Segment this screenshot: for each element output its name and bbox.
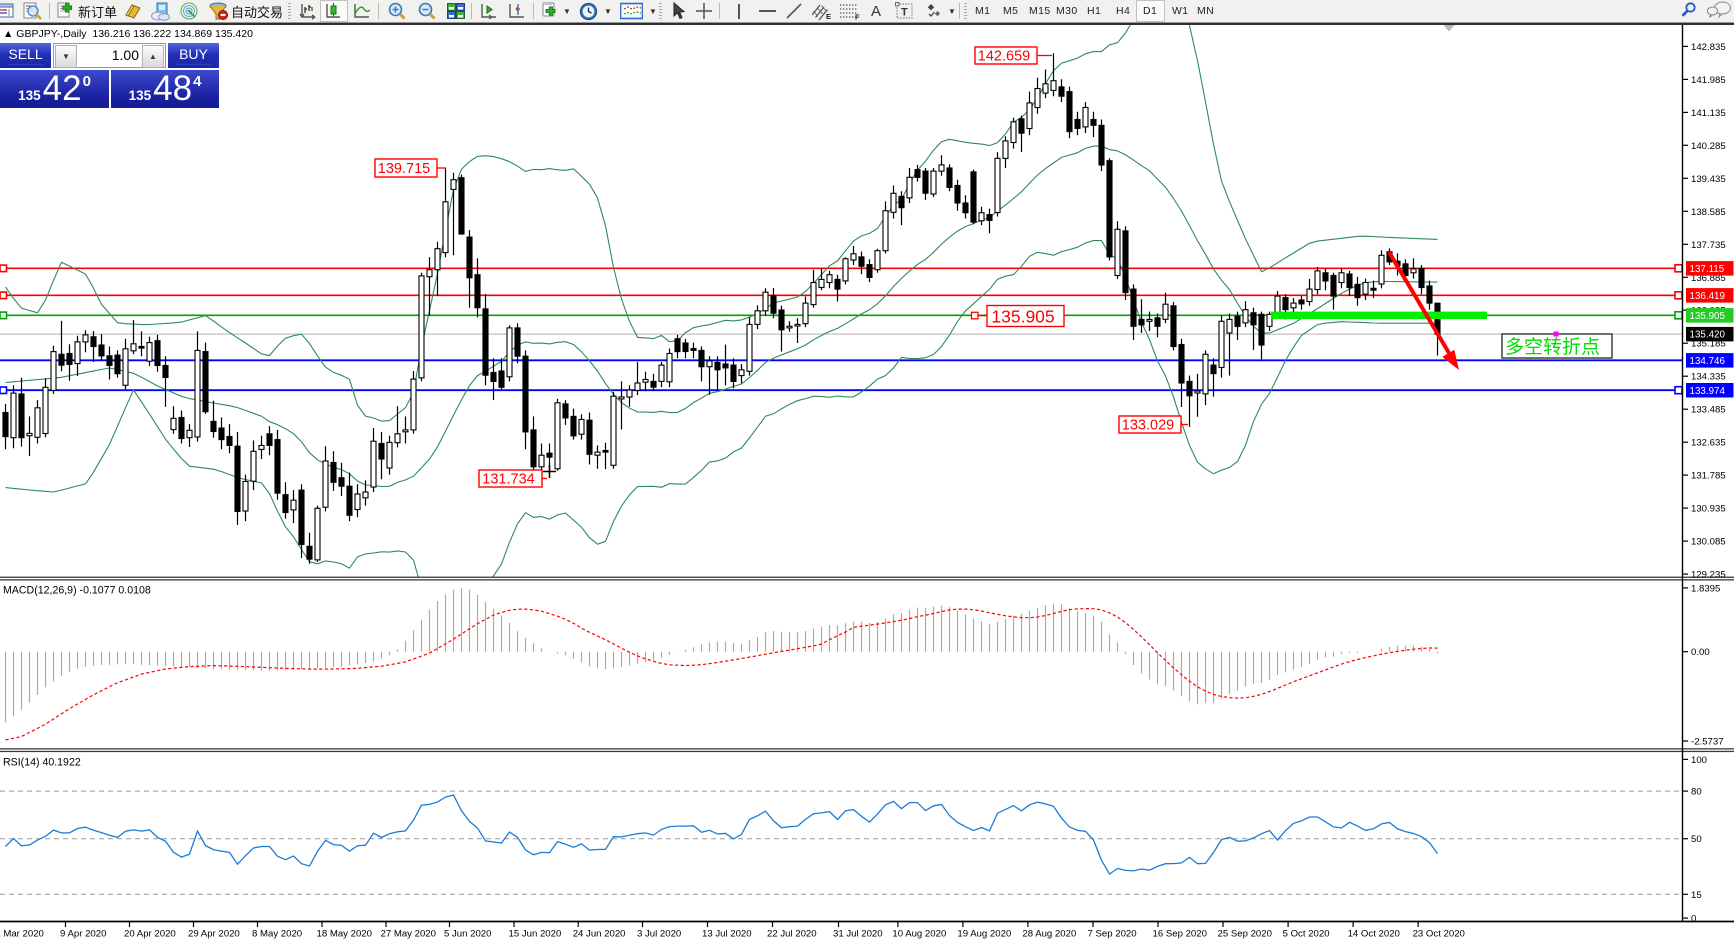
svg-text:133.485: 133.485 [1691,405,1726,416]
svg-text:3 Jul 2020: 3 Jul 2020 [637,929,681,940]
svg-text:130.935: 130.935 [1691,504,1726,515]
svg-text:140.285: 140.285 [1691,141,1726,152]
svg-text:141.985: 141.985 [1691,75,1726,86]
svg-text:136.419: 136.419 [1690,291,1725,302]
svg-text:135.905: 135.905 [991,306,1054,326]
svg-text:139.435: 139.435 [1691,174,1726,185]
svg-text:135.185: 135.185 [1691,339,1726,350]
svg-text:5 Oct 2020: 5 Oct 2020 [1283,929,1330,940]
svg-text:28 Aug 2020: 28 Aug 2020 [1022,929,1076,940]
svg-text:19 Aug 2020: 19 Aug 2020 [957,929,1011,940]
svg-text:F: F [855,13,860,22]
svg-text:133.974: 133.974 [1690,386,1726,397]
svg-text:139.715: 139.715 [378,161,430,177]
svg-text:13 Jul 2020: 13 Jul 2020 [702,929,752,940]
svg-text:25 Sep 2020: 25 Sep 2020 [1218,929,1272,940]
svg-text:0: 0 [1691,914,1696,925]
svg-text:142.835: 142.835 [1691,42,1726,53]
svg-text:MACD(12,26,9) -0.1077 0.0108: MACD(12,26,9) -0.1077 0.0108 [3,585,151,597]
svg-text:80: 80 [1691,787,1702,798]
svg-text:29 Apr 2020: 29 Apr 2020 [188,929,240,940]
svg-text:136.885: 136.885 [1691,273,1726,284]
svg-text:138.585: 138.585 [1691,207,1726,218]
svg-text:RSI(14) 40.1922: RSI(14) 40.1922 [3,757,81,769]
svg-text:16 Sep 2020: 16 Sep 2020 [1153,929,1207,940]
svg-text:31 Mar 2020: 31 Mar 2020 [0,929,44,940]
svg-text:31 Jul 2020: 31 Jul 2020 [833,929,883,940]
svg-text:50: 50 [1691,834,1702,845]
svg-text:15 Jun 2020: 15 Jun 2020 [509,929,562,940]
svg-text:137.115: 137.115 [1690,264,1725,275]
svg-text:E: E [826,12,831,21]
svg-text:22 Jul 2020: 22 Jul 2020 [767,929,817,940]
svg-text:18 May 2020: 18 May 2020 [317,929,372,940]
svg-text:133.029: 133.029 [1122,418,1174,434]
svg-text:137.735: 137.735 [1691,240,1726,251]
svg-text:1.8395: 1.8395 [1691,583,1720,594]
svg-text:141.135: 141.135 [1691,108,1726,119]
svg-text:多空转折点: 多空转折点 [1505,336,1600,358]
svg-text:131.785: 131.785 [1691,471,1726,482]
svg-text:20 Apr 2020: 20 Apr 2020 [124,929,176,940]
svg-text:24 Jun 2020: 24 Jun 2020 [573,929,626,940]
svg-text:135.905: 135.905 [1690,311,1726,322]
svg-text:134.335: 134.335 [1691,372,1726,383]
svg-text:0.00: 0.00 [1691,647,1710,658]
svg-text:7 Sep 2020: 7 Sep 2020 [1088,929,1137,940]
svg-text:9 Apr 2020: 9 Apr 2020 [60,929,106,940]
svg-text:23 Oct 2020: 23 Oct 2020 [1413,929,1465,940]
svg-text:27 May 2020: 27 May 2020 [381,929,436,940]
svg-text:142.659: 142.659 [978,49,1030,65]
svg-text:5 Jun 2020: 5 Jun 2020 [444,929,491,940]
svg-text:130.085: 130.085 [1691,537,1726,548]
svg-text:132.635: 132.635 [1691,438,1726,449]
svg-text:135.420: 135.420 [1690,330,1726,341]
svg-text:100: 100 [1691,755,1707,766]
svg-text:15: 15 [1691,890,1702,901]
svg-text:8 May 2020: 8 May 2020 [252,929,302,940]
svg-text:14 Oct 2020: 14 Oct 2020 [1348,929,1400,940]
svg-text:131.734: 131.734 [482,472,534,488]
svg-text:10 Aug 2020: 10 Aug 2020 [892,929,946,940]
svg-text:-2.5737: -2.5737 [1691,737,1724,748]
svg-text:T: T [901,7,908,19]
svg-text:134.746: 134.746 [1690,356,1726,367]
svg-text:129.235: 129.235 [1691,570,1726,581]
